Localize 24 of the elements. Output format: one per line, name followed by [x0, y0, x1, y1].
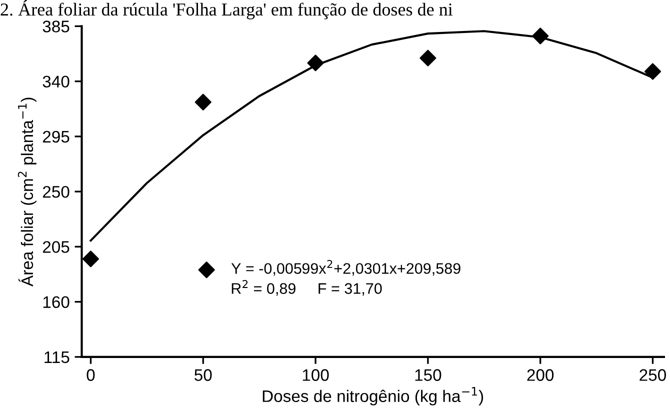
- x-axis-title: Doses de nitrogênio (kg ha$^{−1}$): [262, 387, 484, 406]
- annotation: R$^{2}$ = 0,89 F = 31,70: [232, 280, 382, 296]
- point: [644, 63, 662, 80]
- point: [82, 250, 100, 268]
- y-tick-label: 385: [42, 20, 70, 32]
- x-tick-label: 250: [640, 369, 666, 381]
- y-tick-label: 295: [42, 130, 70, 143]
- point: [194, 94, 212, 110]
- y-tick-label: 340: [42, 76, 70, 88]
- x-tick-label: 150: [415, 369, 442, 381]
- y-tick-label: 115: [44, 352, 70, 364]
- x-tick-label: 100: [302, 369, 329, 381]
- point: [420, 50, 436, 66]
- x-tick-label: 0: [86, 369, 95, 381]
- chart-title: 2. Área foliar da rúcula 'Folha Larga' em função de doses de ni: [0, 0, 453, 20]
- y-axis-title: Área foliar (cm$^{2}$ planta$^{−1}$): [18, 98, 36, 286]
- legend-label: Y = -0,00599x$^{2}$+2,0301x+209,589: [231, 260, 460, 276]
- point: [307, 54, 324, 72]
- x-tick-label: 50: [194, 369, 212, 381]
- y-tick-label: 160: [43, 296, 70, 308]
- x-tick-label: 200: [527, 369, 554, 381]
- point: [532, 28, 549, 44]
- y-tick-label: 205: [42, 241, 70, 253]
- y-tick-label: 250: [42, 186, 70, 198]
